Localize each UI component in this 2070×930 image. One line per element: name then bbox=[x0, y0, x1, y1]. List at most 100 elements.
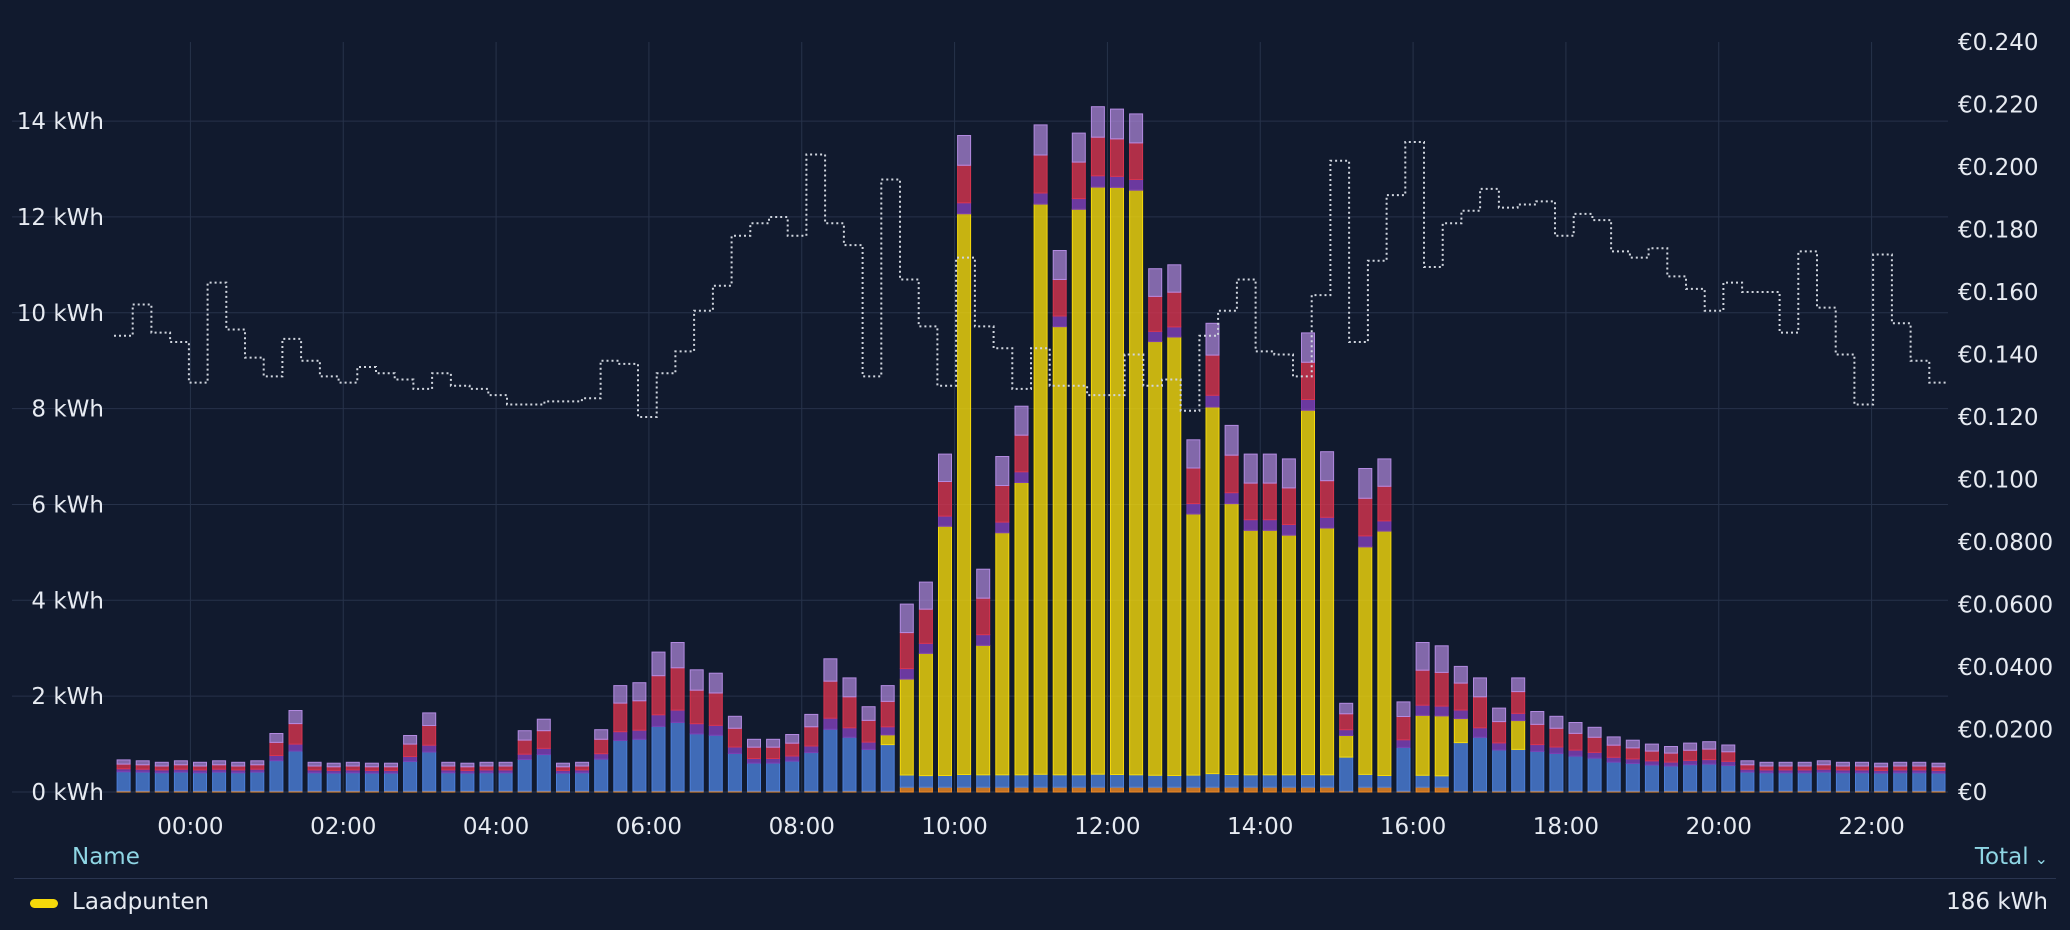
bar-segment-purple bbox=[632, 729, 647, 740]
bar-segment-blue bbox=[1243, 774, 1258, 788]
bar-laadpunten bbox=[995, 532, 1010, 776]
bar-segment-blue bbox=[804, 752, 819, 792]
bar-segment-red bbox=[441, 765, 456, 771]
bar-segment-lavender bbox=[976, 568, 991, 599]
bar-segment-blue bbox=[1110, 774, 1124, 788]
bar-segment-orange bbox=[1148, 786, 1163, 793]
bar-segment-red bbox=[250, 764, 265, 770]
bar-segment-lavender bbox=[804, 713, 819, 728]
legend-total-sort-button[interactable]: Total ⌄ bbox=[1975, 844, 2048, 870]
bar-segment-lavender bbox=[1587, 726, 1602, 738]
bar-segment-blue bbox=[422, 751, 437, 792]
bar-laadpunten bbox=[1377, 530, 1392, 776]
y-tick-label-right: €0.180 bbox=[1958, 218, 2038, 244]
bar-segment-orange bbox=[938, 786, 952, 793]
bar-segment-purple bbox=[1377, 520, 1392, 532]
bar-segment-purple bbox=[1511, 712, 1526, 722]
bar-segment-purple bbox=[842, 727, 857, 738]
bar-segment-red bbox=[1014, 434, 1029, 473]
bar-segment-blue bbox=[785, 760, 800, 792]
bar-segment-blue bbox=[250, 771, 265, 792]
bar-segment-lavender bbox=[670, 642, 685, 669]
bar-segment-blue bbox=[1606, 761, 1621, 792]
bar-segment-lavender bbox=[1816, 760, 1831, 766]
bar-segment-blue bbox=[880, 744, 895, 792]
bar-segment-purple bbox=[422, 744, 437, 753]
bar-segment-blue bbox=[613, 740, 628, 792]
bar-segment-lavender bbox=[1358, 468, 1373, 499]
bar-segment-red bbox=[689, 689, 704, 725]
bar-segment-purple bbox=[1262, 519, 1277, 531]
bar-segment-purple bbox=[1301, 399, 1315, 411]
bar-segment-lavender bbox=[1511, 677, 1526, 693]
bar-segment-purple bbox=[957, 202, 972, 215]
bar-segment-lavender bbox=[1148, 268, 1163, 297]
bar-segment-red bbox=[173, 764, 188, 770]
bar-segment-purple bbox=[1625, 758, 1640, 764]
bar-segment-purple bbox=[747, 758, 761, 764]
bar-segment-lavender bbox=[1874, 762, 1889, 768]
bar-segment-blue bbox=[1339, 756, 1354, 792]
bar-segment-lavender bbox=[1568, 722, 1583, 734]
bar-segment-purple bbox=[861, 741, 876, 750]
y-tick-label-right: €0.0600 bbox=[1958, 593, 2053, 619]
bar-segment-lavender bbox=[689, 669, 704, 691]
bar-segment-red bbox=[1912, 765, 1927, 771]
bar-segment-lavender bbox=[556, 762, 570, 768]
bar-segment-orange bbox=[1377, 786, 1392, 793]
bar-segment-lavender bbox=[1473, 677, 1487, 698]
bar-segment-red bbox=[1396, 716, 1411, 741]
bar-segment-lavender bbox=[479, 761, 494, 767]
bar-segment-blue bbox=[1014, 774, 1029, 788]
bar-segment-lavender bbox=[1606, 736, 1621, 746]
bar-segment-red bbox=[670, 667, 685, 711]
bar-segment-purple bbox=[1071, 198, 1086, 210]
legend-name-header: Name bbox=[72, 844, 140, 870]
bar-segment-lavender bbox=[1167, 264, 1182, 293]
bar-segment-red bbox=[1835, 765, 1850, 771]
bar-stack-layer[interactable] bbox=[116, 106, 1946, 793]
y-tick-label-right: €0.0800 bbox=[1958, 530, 2053, 556]
bar-segment-lavender bbox=[575, 761, 590, 767]
bar-laadpunten bbox=[1281, 534, 1296, 776]
bar-segment-purple bbox=[1186, 503, 1201, 515]
bar-segment-lavender bbox=[1759, 761, 1774, 767]
bar-segment-blue bbox=[1320, 774, 1335, 788]
bar-segment-blue bbox=[766, 762, 781, 792]
bar-segment-orange bbox=[1243, 786, 1258, 793]
bar-segment-blue bbox=[1816, 771, 1831, 792]
bar-segment-blue bbox=[1071, 774, 1086, 788]
bar-laadpunten bbox=[1224, 503, 1239, 775]
bar-laadpunten bbox=[1320, 527, 1335, 776]
bar-segment-red bbox=[1492, 721, 1507, 744]
bar-laadpunten bbox=[1090, 186, 1105, 775]
bar-segment-red bbox=[957, 164, 972, 204]
bar-segment-purple bbox=[1434, 705, 1449, 717]
bar-segment-red bbox=[307, 765, 322, 771]
bar-segment-lavender bbox=[517, 730, 532, 741]
bar-segment-purple bbox=[193, 769, 207, 774]
bar-segment-orange bbox=[976, 786, 991, 793]
bar-segment-blue bbox=[670, 721, 685, 792]
bar-segment-lavender bbox=[364, 762, 379, 768]
bar-segment-red bbox=[269, 741, 284, 757]
bar-segment-blue bbox=[307, 772, 322, 792]
bar-segment-red bbox=[1664, 752, 1678, 763]
bar-segment-red bbox=[1167, 291, 1182, 328]
bar-segment-red bbox=[766, 746, 781, 760]
bar-segment-blue bbox=[938, 775, 952, 788]
x-tick-label: 02:00 bbox=[310, 814, 376, 840]
bar-segment-blue bbox=[193, 772, 207, 792]
bar-segment-purple bbox=[1243, 519, 1258, 531]
bar-segment-purple bbox=[498, 769, 513, 774]
bar-segment-purple bbox=[307, 769, 322, 774]
bar-segment-lavender bbox=[422, 712, 437, 727]
bar-segment-red bbox=[1625, 747, 1640, 760]
bar-segment-lavender bbox=[307, 761, 322, 767]
bar-segment-purple bbox=[441, 769, 456, 774]
legend-item-laadpunten[interactable]: Laadpunten 186 kWh bbox=[14, 886, 2056, 922]
bar-laadpunten bbox=[938, 525, 952, 776]
y-tick-label-right: €0.120 bbox=[1958, 405, 2038, 431]
bar-laadpunten bbox=[1301, 409, 1315, 776]
bar-segment-red bbox=[1071, 161, 1086, 200]
